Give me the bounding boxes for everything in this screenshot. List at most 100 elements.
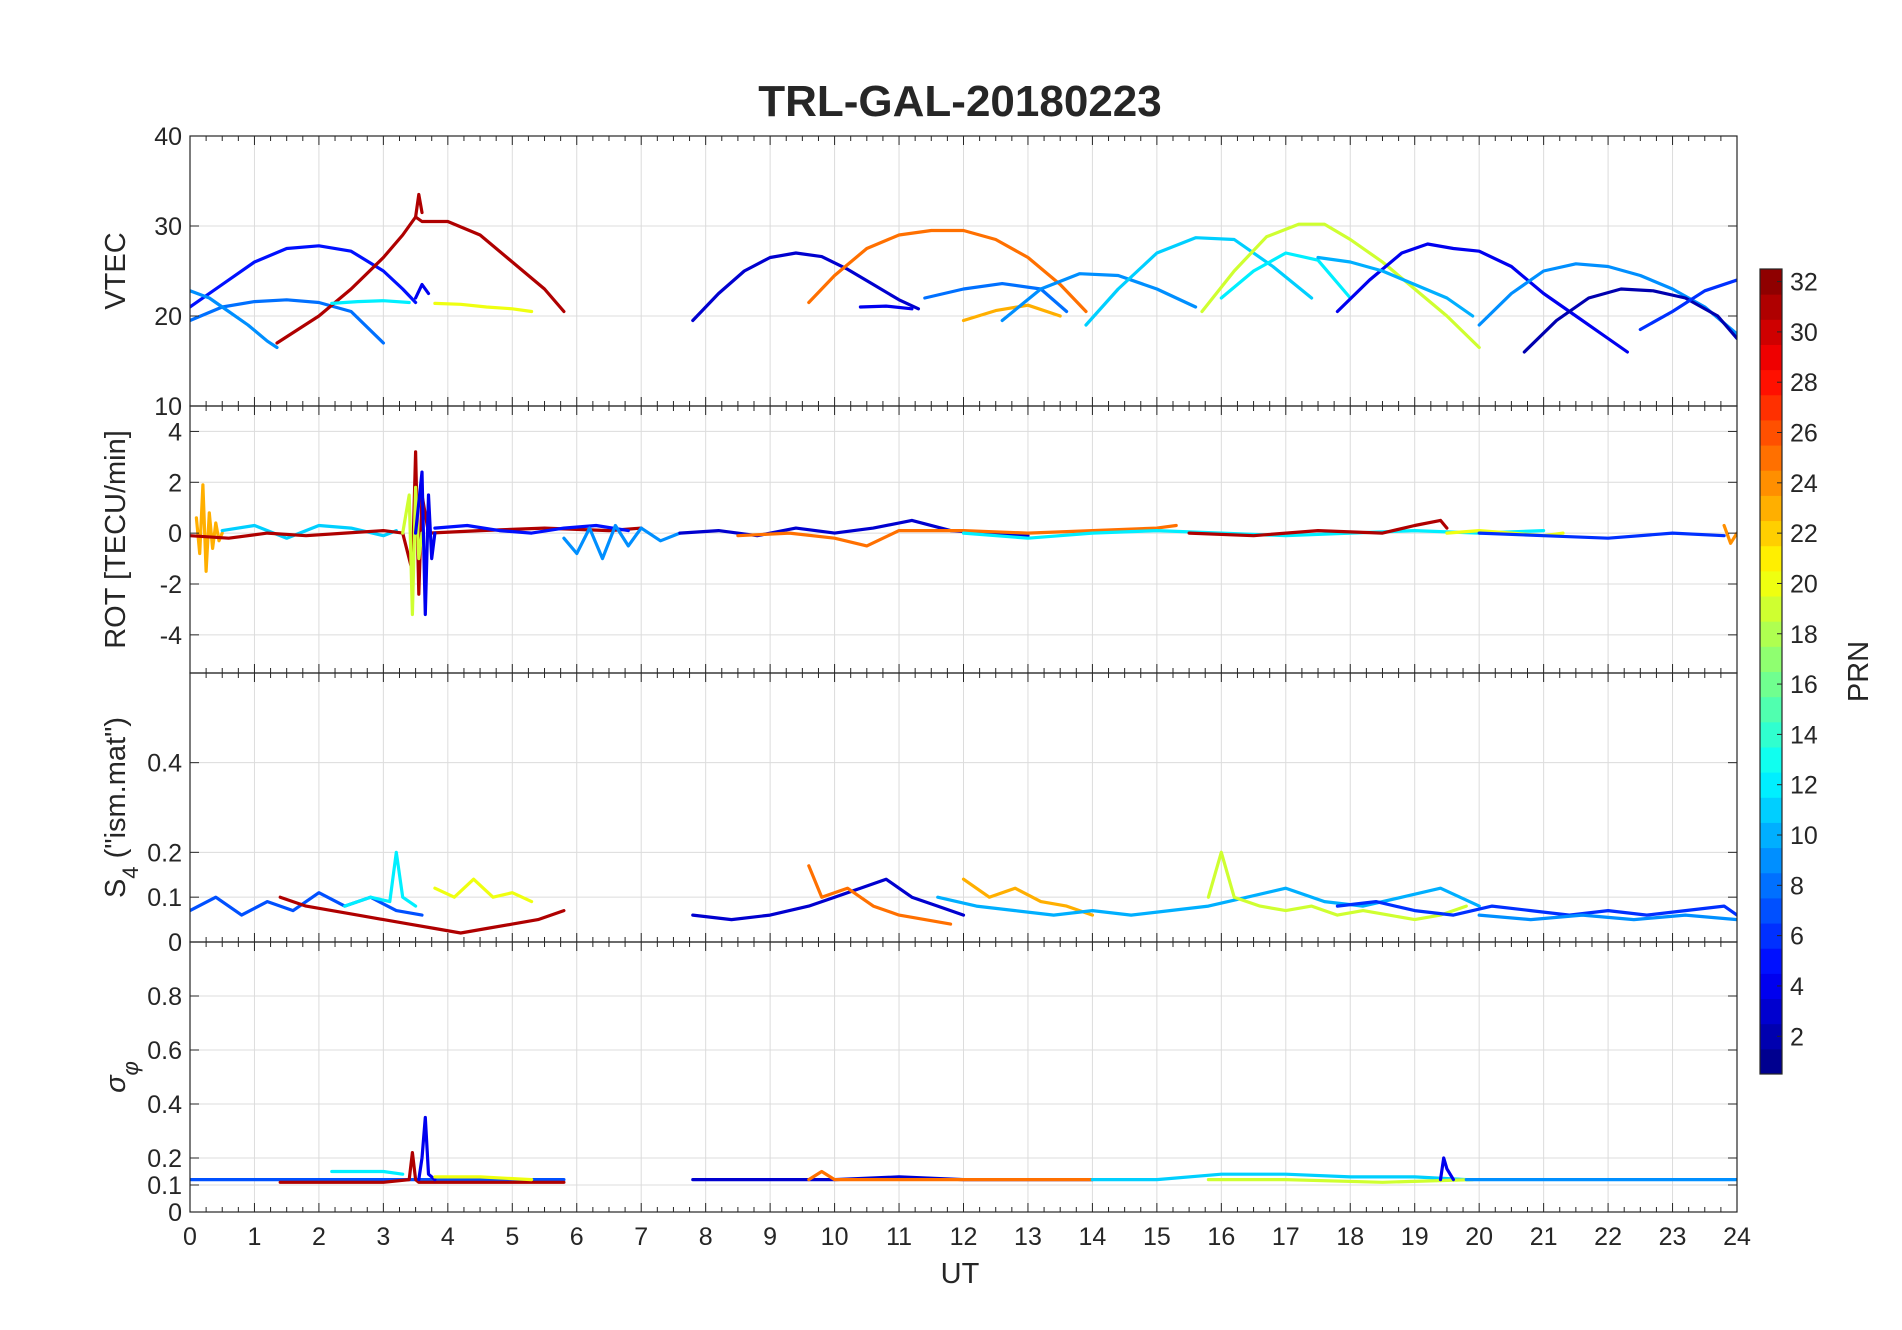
- colorbar-swatch: [1760, 470, 1782, 496]
- series-line-prn-11: [1084, 236, 1314, 327]
- series-line-prn-20: [433, 877, 534, 904]
- panel-rot: -4 -2 0 2 4 ROT [TECU/min]: [100, 405, 1738, 674]
- y-tick-label: 0.6: [147, 1037, 182, 1065]
- colorbar-swatch: [1760, 570, 1782, 597]
- y-tick-label: 2: [168, 469, 182, 497]
- colorbar-swatch: [1760, 948, 1782, 974]
- colorbar-tick-label: 22: [1790, 520, 1818, 548]
- panel-sigma_phi-ticks: 00.10.2 0.4 0.6 0.8: [147, 942, 1738, 1227]
- series-line-prn-25: [807, 864, 953, 926]
- series-line-prn-6: [1477, 531, 1726, 540]
- panel-rot-series: [190, 450, 1737, 617]
- colorbar-swatch: [1760, 1048, 1782, 1075]
- colorbar-swatch: [1760, 621, 1782, 647]
- colorbar-label: PRN: [1843, 641, 1875, 702]
- series-line-prn-20: [433, 1175, 534, 1182]
- panel-s4-series: [190, 850, 1737, 935]
- y-axis-label-vtec: VTEC: [100, 232, 132, 309]
- panel-s4-ticks: 0 0.1 0.2 0.4: [147, 673, 1738, 957]
- x-tick-label: 13: [1014, 1223, 1042, 1251]
- colorbar-tick-label: 24: [1790, 470, 1818, 498]
- panel-vtec-grid: [189, 135, 1738, 407]
- x-tick-label: 7: [634, 1223, 648, 1251]
- y-tick-label: 30: [154, 213, 182, 241]
- x-tick-label: 14: [1079, 1223, 1107, 1251]
- panel-rot-ticks: -4 -2 0 2 4: [160, 406, 1738, 673]
- series-line-prn-12: [343, 850, 418, 908]
- colorbar-swatch: [1760, 923, 1782, 949]
- series-line-prn-4: [414, 470, 437, 617]
- x-tick-label: 11: [886, 1223, 912, 1251]
- series-line-prn-11: [1090, 1172, 1468, 1182]
- colorbar-swatch: [1760, 545, 1782, 572]
- series-line-prn-5: [433, 523, 630, 535]
- series-line-prn-24: [1722, 523, 1737, 545]
- x-axis-tick-labels: 0 1 2 3 4 5 6 7 8 9 10 11 12 13 14 15 16 17 18 19 20 21 22 23 24: [183, 1223, 1751, 1251]
- colorbar-swatch: [1760, 596, 1782, 622]
- colorbar-swatch: [1760, 872, 1782, 899]
- colorbar-swatch: [1760, 419, 1782, 446]
- y-tick-label: 0.8: [147, 983, 182, 1011]
- series-line-prn-20: [433, 301, 534, 314]
- y-tick-label: 10: [154, 393, 182, 421]
- y-tick-label: 20: [154, 303, 182, 331]
- colorbar-swatch: [1760, 269, 1782, 295]
- series-line-prn-9: [1000, 272, 1198, 323]
- colorbar-swatch: [1760, 721, 1782, 748]
- y-tick-label: 0.4: [147, 750, 182, 778]
- x-tick-label: 19: [1401, 1223, 1429, 1251]
- colorbar-swatch: [1760, 772, 1782, 798]
- y-tick-label: -4: [160, 622, 182, 650]
- y-tick-label: 0.1: [147, 1172, 182, 1200]
- colorbar-tick-label: 6: [1790, 923, 1804, 951]
- series-line-prn-2: [1522, 287, 1737, 354]
- colorbar-swatch: [1760, 998, 1782, 1025]
- series-line-prn-19: [1200, 222, 1481, 350]
- panel-sigma_phi-grid: [189, 942, 1738, 1213]
- colorbar-swatch: [1760, 520, 1782, 547]
- series-line-prn-10: [1316, 255, 1475, 318]
- y-tick-label: 0: [168, 1199, 182, 1227]
- colorbar-swatch: [1760, 897, 1782, 924]
- panel-s4: 0 0.1 0.2 0.4S4 ("ism.mat"): [100, 672, 1738, 957]
- y-tick-label: 0.2: [147, 1145, 182, 1173]
- series-line-prn-3: [691, 877, 966, 922]
- x-tick-label: 18: [1336, 1223, 1364, 1251]
- colorbar-swatch: [1760, 746, 1782, 773]
- series-line-prn-25: [807, 228, 1088, 314]
- colorbar-swatch: [1760, 847, 1782, 874]
- y-axis-label-rot: ROT [TECU/min]: [100, 430, 132, 649]
- series-line-prn-12: [330, 1169, 405, 1176]
- y-axis-label-sigma_phi: σφ: [100, 1061, 143, 1093]
- y-tick-label: 0: [168, 520, 182, 548]
- series-line-prn-31: [278, 895, 566, 935]
- colorbar-swatch: [1760, 671, 1782, 698]
- series-line-prn-7: [190, 891, 424, 917]
- colorbar-tick-label: 26: [1790, 420, 1818, 448]
- panel-vtec-ticks: 10 20 30 40: [154, 123, 1738, 421]
- series-line-prn-12: [330, 299, 411, 305]
- colorbar-tick-label: 12: [1790, 772, 1818, 800]
- series-line-prn-5: [190, 244, 418, 309]
- series-line-prn-11: [220, 523, 398, 540]
- series-line-prn-31: [275, 215, 566, 345]
- y-tick-label: -2: [160, 571, 182, 599]
- colorbar-tick-label: 30: [1790, 319, 1818, 347]
- colorbar-swatch: [1760, 344, 1782, 371]
- colorbar-swatch: [1760, 973, 1782, 1000]
- x-tick-label: 6: [570, 1223, 584, 1251]
- colorbar-swatch: [1760, 394, 1782, 421]
- x-tick-label: 3: [376, 1223, 390, 1251]
- series-line-prn-4: [414, 282, 431, 300]
- series-line-prn-3: [691, 251, 920, 323]
- y-tick-label: 0.2: [147, 839, 182, 867]
- panel-vtec-series: [190, 192, 1737, 354]
- colorbar-tick-label: 32: [1790, 269, 1818, 297]
- colorbar-swatch: [1760, 797, 1782, 823]
- colorbar-tick-label: 2: [1790, 1023, 1804, 1051]
- series-line-prn-4: [858, 304, 914, 311]
- panel-sigma_phi: 00.10.2 0.4 0.6 0.8 σφ: [100, 941, 1738, 1227]
- series-line-prn-12: [1219, 251, 1352, 300]
- series-line-prn-4: [1438, 1156, 1455, 1182]
